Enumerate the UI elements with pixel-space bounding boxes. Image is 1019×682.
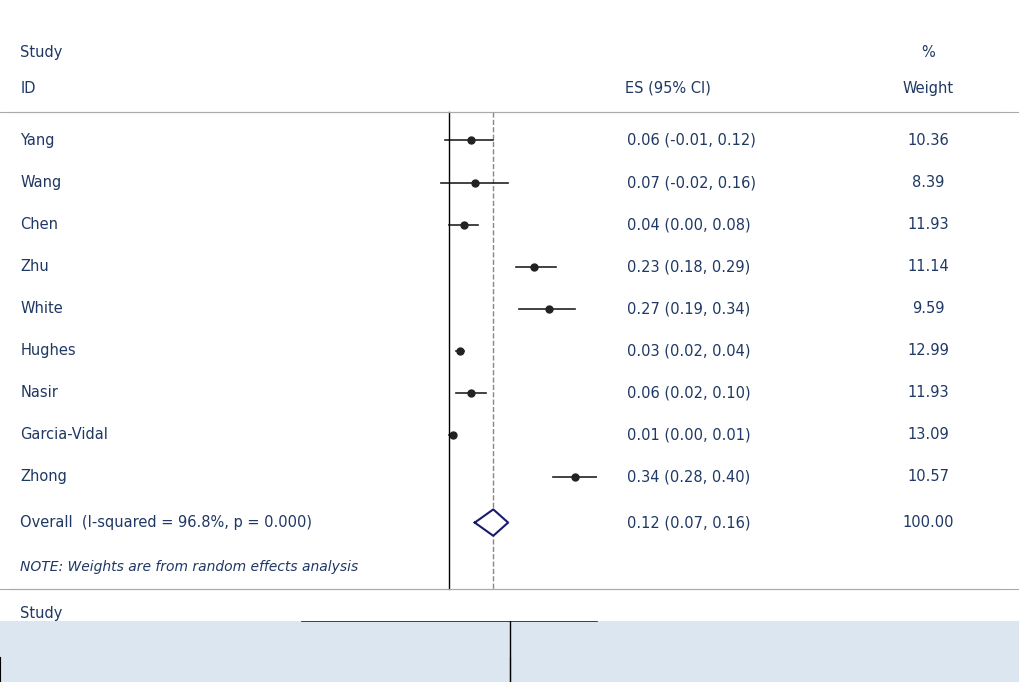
Text: 0.01 (0.00, 0.01): 0.01 (0.00, 0.01) — [627, 427, 750, 442]
Text: Wang: Wang — [20, 175, 61, 190]
Text: 13.09: 13.09 — [907, 427, 948, 442]
Text: ID: ID — [20, 81, 36, 96]
Text: 0.06 (0.02, 0.10): 0.06 (0.02, 0.10) — [627, 385, 750, 400]
Text: 0.03 (0.02, 0.04): 0.03 (0.02, 0.04) — [627, 343, 750, 358]
Text: 100.00: 100.00 — [902, 515, 953, 530]
Text: 0.04 (0.00, 0.08): 0.04 (0.00, 0.08) — [627, 217, 750, 232]
Text: 11.14: 11.14 — [907, 259, 948, 274]
Text: 0.23 (0.18, 0.29): 0.23 (0.18, 0.29) — [627, 259, 750, 274]
Polygon shape — [474, 509, 507, 536]
Text: 0.06 (-0.01, 0.12): 0.06 (-0.01, 0.12) — [627, 133, 755, 148]
Text: Weight: Weight — [902, 81, 953, 96]
Text: 0.12 (0.07, 0.16): 0.12 (0.07, 0.16) — [627, 515, 750, 530]
Text: ES (95% CI): ES (95% CI) — [625, 81, 710, 96]
Text: Hughes: Hughes — [20, 343, 76, 358]
Text: Study: Study — [20, 45, 63, 60]
Text: 0.27 (0.19, 0.34): 0.27 (0.19, 0.34) — [627, 301, 750, 316]
Text: 12.99: 12.99 — [906, 343, 949, 358]
Text: 0.07 (-0.02, 0.16): 0.07 (-0.02, 0.16) — [627, 175, 755, 190]
Text: Overall  (I-squared = 96.8%, p = 0.000): Overall (I-squared = 96.8%, p = 0.000) — [20, 515, 312, 530]
Text: Chen: Chen — [20, 217, 58, 232]
Text: Garcia-Vidal: Garcia-Vidal — [20, 427, 108, 442]
Text: Study: Study — [20, 606, 63, 621]
Text: Yang: Yang — [20, 133, 55, 148]
Text: NOTE: Weights are from random effects analysis: NOTE: Weights are from random effects an… — [20, 560, 359, 574]
Text: White: White — [20, 301, 63, 316]
Text: %: % — [920, 45, 934, 60]
Text: 11.93: 11.93 — [907, 385, 948, 400]
Text: Zhu: Zhu — [20, 259, 49, 274]
Text: Zhong: Zhong — [20, 469, 67, 484]
Text: Nasir: Nasir — [20, 385, 58, 400]
Text: 10.36: 10.36 — [907, 133, 948, 148]
Text: 11.93: 11.93 — [907, 217, 948, 232]
Text: 8.39: 8.39 — [911, 175, 944, 190]
Text: 9.59: 9.59 — [911, 301, 944, 316]
Text: 0.34 (0.28, 0.40): 0.34 (0.28, 0.40) — [627, 469, 750, 484]
Text: 10.57: 10.57 — [906, 469, 949, 484]
